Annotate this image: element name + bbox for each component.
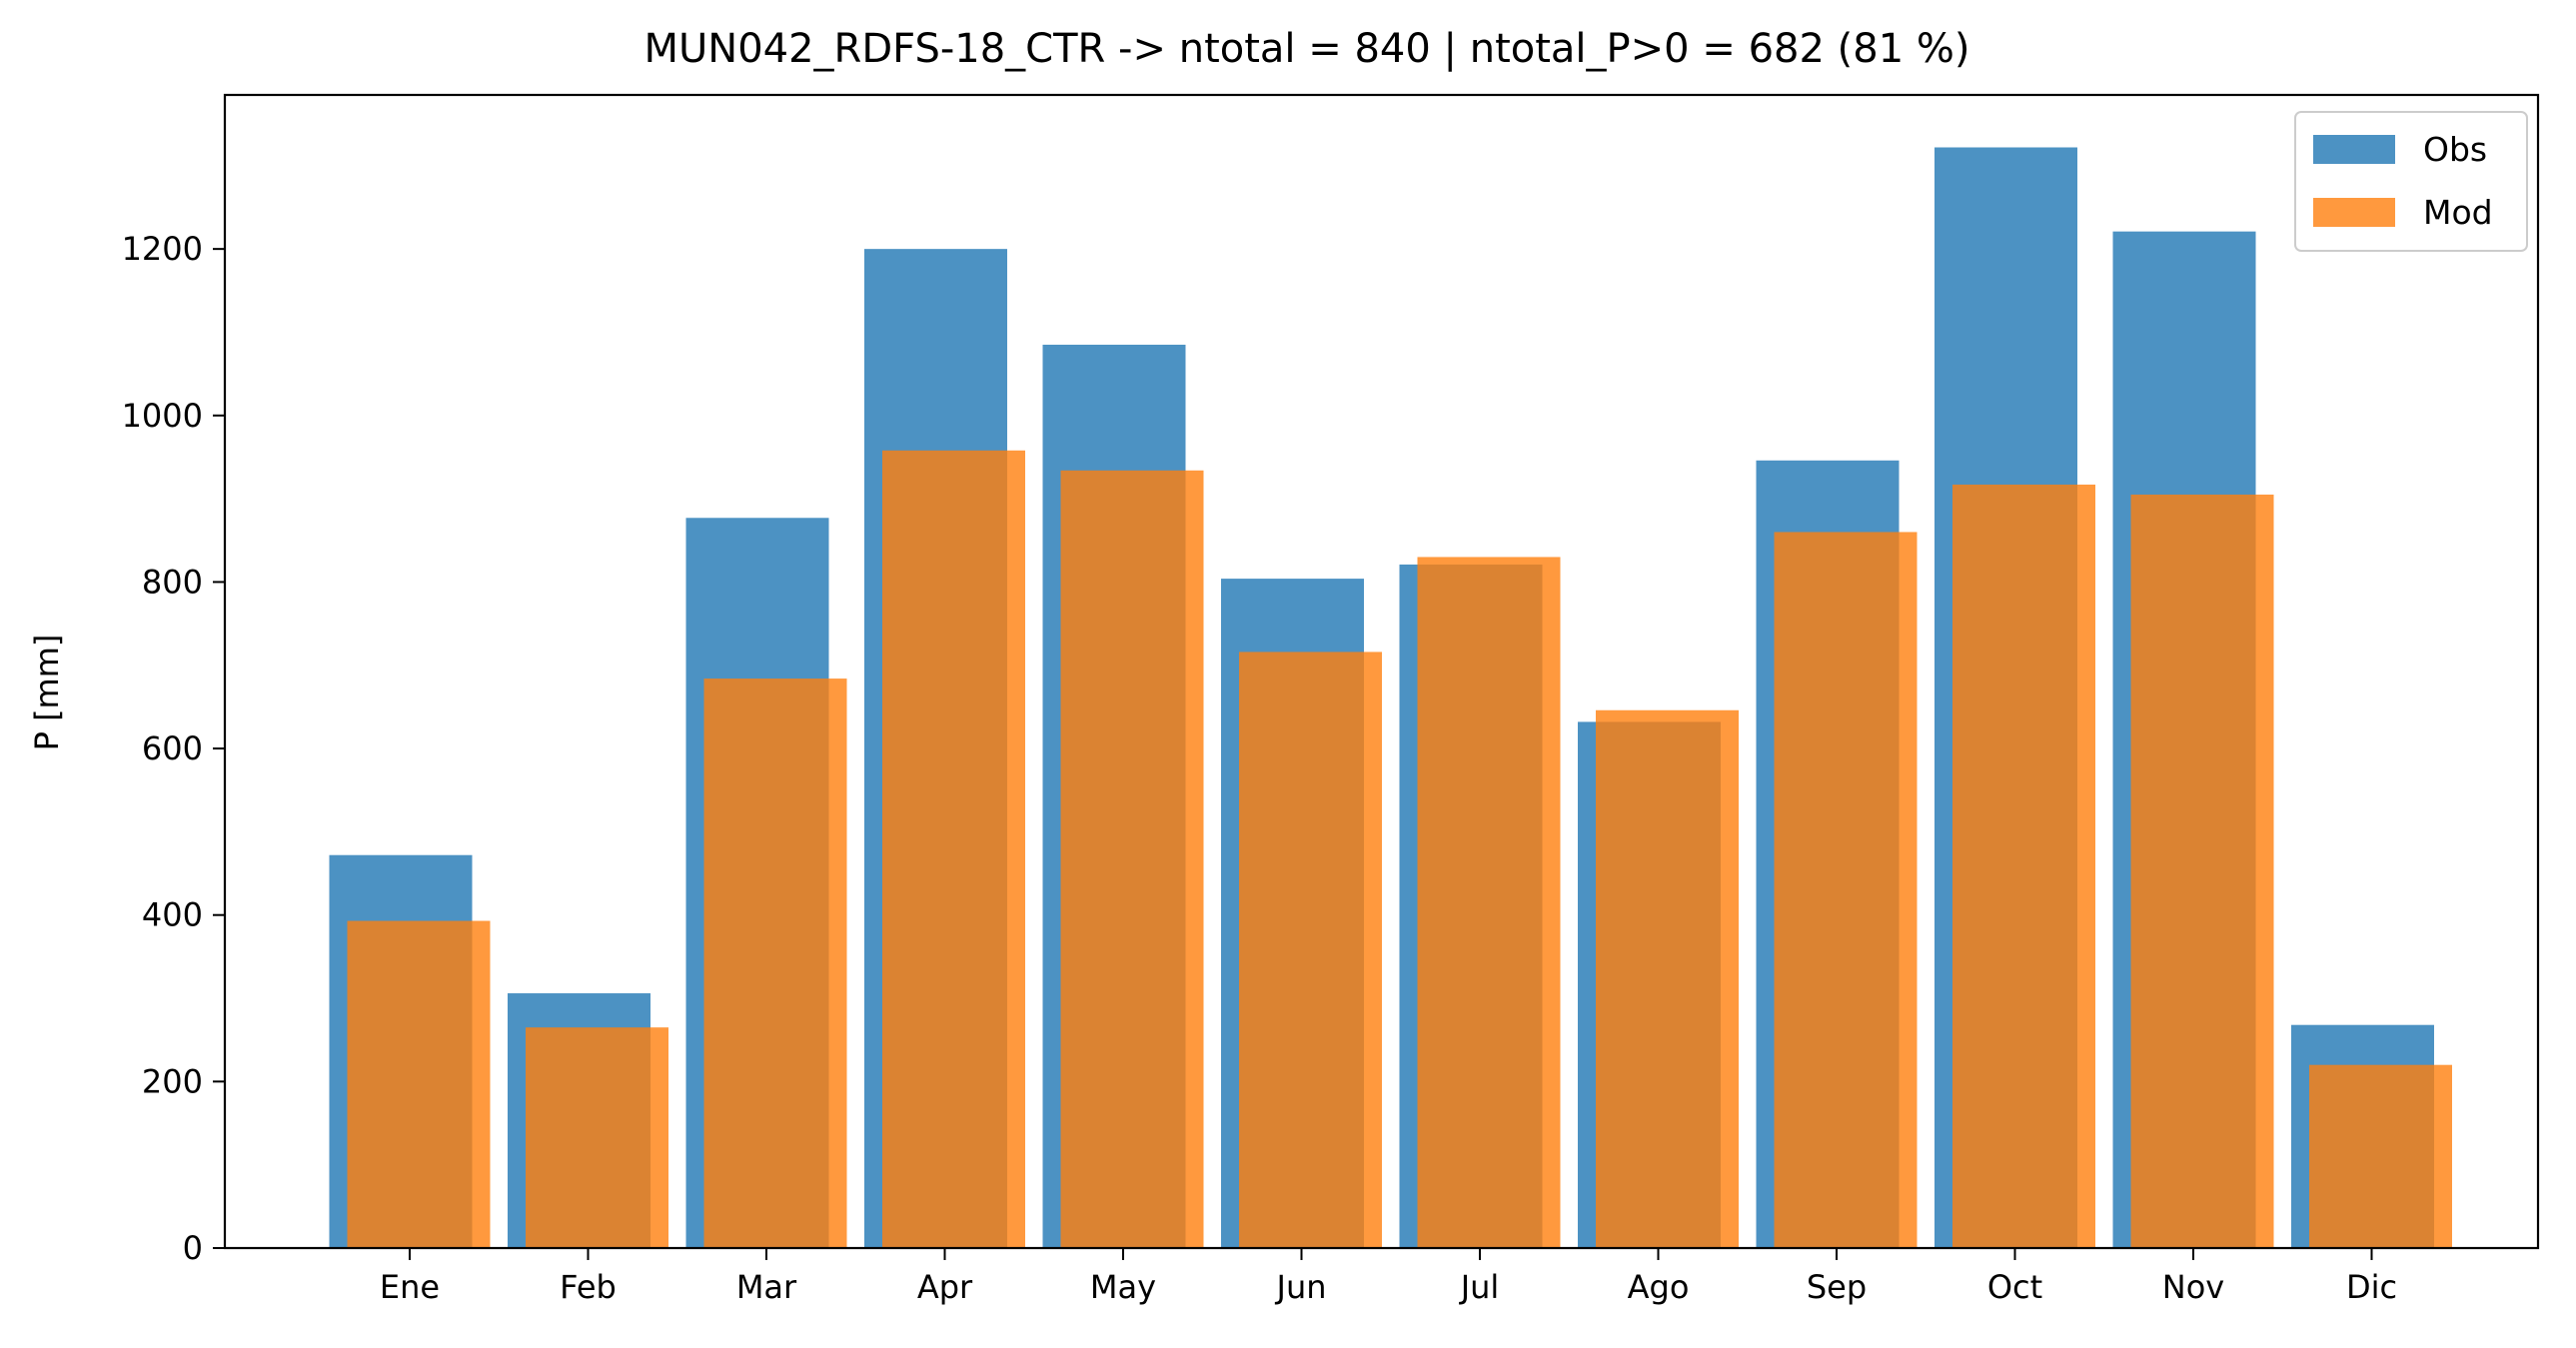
x-tick-label: Dic <box>2346 1268 2397 1306</box>
bar-mod-jun <box>1239 652 1382 1248</box>
plot-frame <box>223 93 2540 1250</box>
x-axis: Ene Feb Mar Apr May Jun Jul Ago Sep Oct Nov Dic <box>380 1248 2397 1306</box>
x-tick-label: Feb <box>560 1268 617 1306</box>
legend-label-mod: Mod <box>2423 193 2493 232</box>
bar-mod-sep <box>1774 532 1918 1248</box>
legend: Obs Mod <box>2294 111 2528 252</box>
bar-mod-ene <box>347 920 491 1248</box>
bars-group <box>329 147 2452 1249</box>
y-tick-label: 0 <box>183 1229 203 1267</box>
x-tick-label: Jul <box>1459 1268 1500 1306</box>
bar-mod-feb <box>526 1027 668 1248</box>
bar-mod-dic <box>2309 1064 2452 1248</box>
bar-mod-oct <box>1952 484 2095 1248</box>
y-axis-label: P [mm] <box>28 635 66 751</box>
legend-swatch-mod <box>2313 198 2395 227</box>
bar-mod-nov <box>2130 494 2274 1248</box>
y-tick-label: 1000 <box>122 397 203 435</box>
x-tick-label: Sep <box>1807 1268 1867 1306</box>
x-tick-label: Oct <box>1987 1268 2042 1306</box>
y-axis: 0 200 400 600 800 1000 1200 <box>122 230 225 1267</box>
bar-mod-mar <box>703 678 847 1248</box>
x-tick-label: Mar <box>736 1268 797 1306</box>
legend-label-obs: Obs <box>2423 130 2487 169</box>
chart-title: MUN042_RDFS-18_CTR -> ntotal = 840 | nto… <box>644 26 1970 72</box>
y-tick-label: 200 <box>142 1062 203 1100</box>
y-tick-label: 400 <box>142 896 203 934</box>
y-tick-label: 1200 <box>122 230 203 268</box>
x-tick-label: Jun <box>1275 1268 1327 1306</box>
x-tick-label: Apr <box>917 1268 973 1306</box>
x-tick-label: Ago <box>1628 1268 1690 1306</box>
x-tick-label: Nov <box>2162 1268 2224 1306</box>
y-tick-label: 800 <box>142 563 203 601</box>
x-tick-label: Ene <box>380 1268 440 1306</box>
x-tick-label: May <box>1090 1268 1156 1306</box>
bar-mod-apr <box>882 450 1025 1248</box>
y-tick-label: 600 <box>142 729 203 767</box>
legend-swatch-obs <box>2313 135 2395 164</box>
bar-mod-ago <box>1596 709 1739 1248</box>
bar-mod-may <box>1060 470 1204 1248</box>
bar-mod-jul <box>1417 557 1561 1248</box>
